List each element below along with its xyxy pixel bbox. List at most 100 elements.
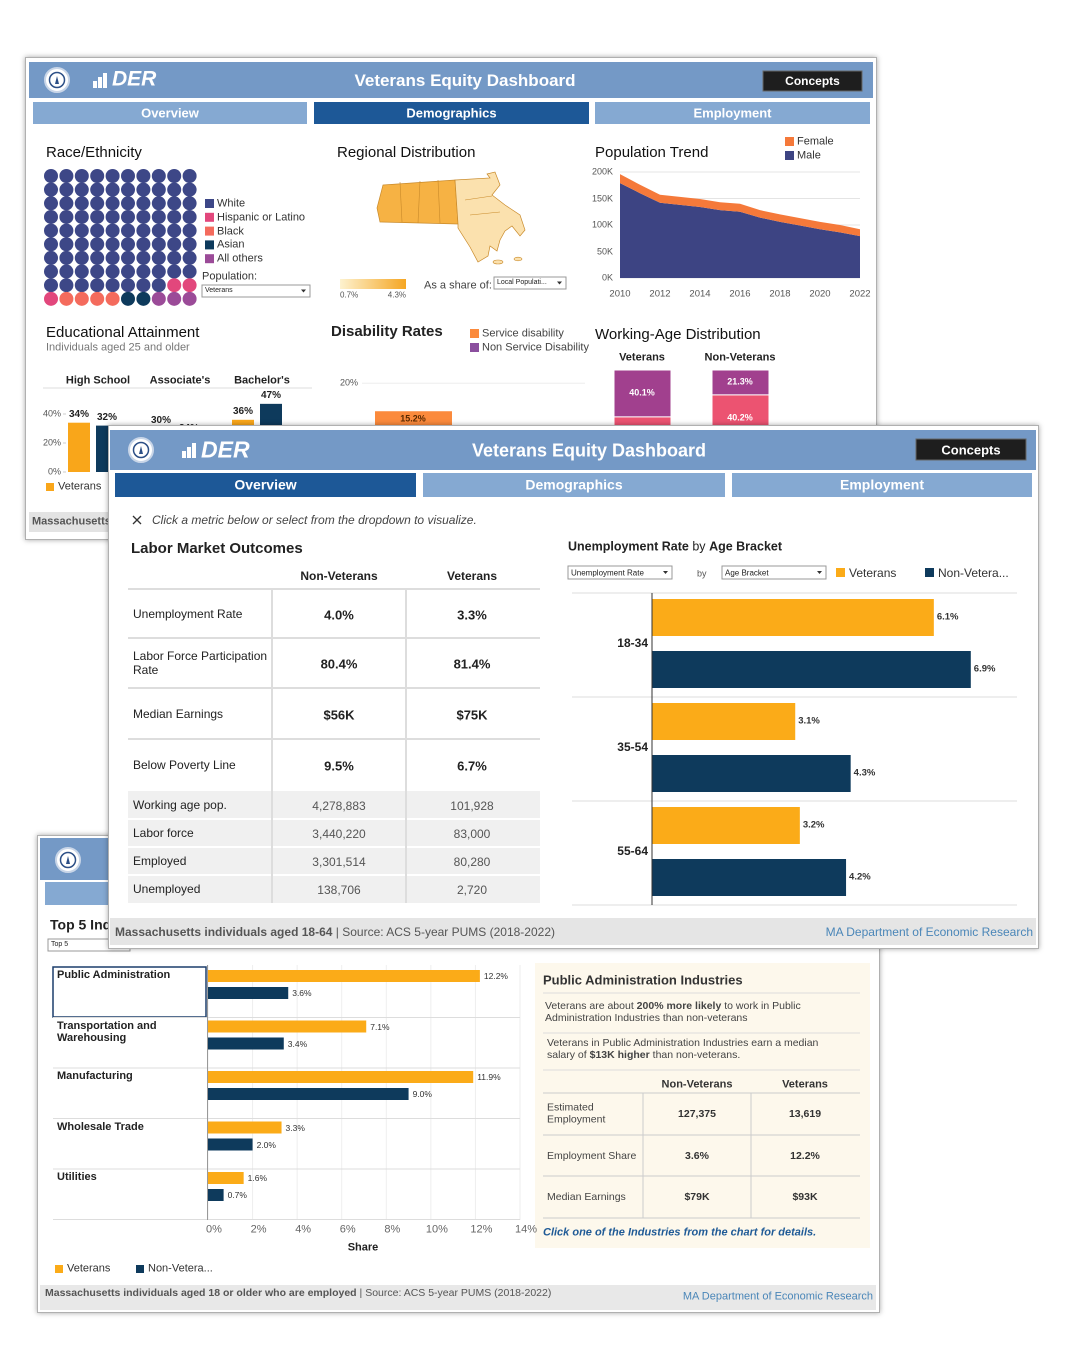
waffle-dot xyxy=(151,237,166,252)
tab[interactable] xyxy=(33,102,307,124)
waffle-dot xyxy=(167,264,182,279)
waffle-dot xyxy=(90,169,105,183)
bar[interactable] xyxy=(652,859,847,896)
value-label: 40.2% xyxy=(727,413,753,424)
seal-inner xyxy=(132,441,150,459)
dashboard-title: Veterans Equity Dashboard xyxy=(354,70,576,90)
dropdown-arrow xyxy=(817,571,822,574)
bar[interactable] xyxy=(208,1121,282,1134)
cell-value[interactable]: 4.0% xyxy=(324,606,354,622)
dropdown-value[interactable]: Local Populati... xyxy=(497,278,547,286)
row-label[interactable]: Employed xyxy=(133,853,187,868)
value-label: 6.9% xyxy=(973,663,996,675)
waffle-dot xyxy=(105,196,120,211)
concepts-button-label[interactable]: Concepts xyxy=(941,441,1001,457)
dropdown[interactable] xyxy=(721,565,827,580)
tab[interactable] xyxy=(732,473,1032,497)
category-label[interactable]: Public Administration xyxy=(57,969,171,981)
tab[interactable] xyxy=(595,102,870,124)
bar[interactable] xyxy=(208,1020,367,1033)
dropdown-value[interactable]: Veterans xyxy=(205,286,233,294)
tab-label[interactable]: Employment xyxy=(839,476,925,493)
row-label[interactable]: Labor force xyxy=(133,825,194,840)
value-label: 4.2% xyxy=(849,871,871,883)
logo: DER xyxy=(112,67,157,91)
column-header: Non-Veterans xyxy=(661,1078,733,1091)
cell-value: 83,000 xyxy=(453,826,491,841)
cell-value[interactable]: 3.3% xyxy=(457,606,487,622)
tab[interactable] xyxy=(115,473,416,497)
cell-value[interactable]: 9.5% xyxy=(324,757,354,773)
tab-label[interactable]: Employment xyxy=(693,105,772,121)
dropdown-value[interactable]: Unemployment Rate xyxy=(571,567,644,577)
dropdown[interactable] xyxy=(567,565,673,580)
row-label[interactable]: Unemployed xyxy=(133,881,201,896)
bar[interactable] xyxy=(208,1138,253,1151)
tab-label[interactable]: Demographics xyxy=(525,476,623,493)
text-run: Veterans in Public Administration Indust… xyxy=(547,1037,819,1062)
legend-swatch xyxy=(55,1265,63,1273)
category-label[interactable]: Utilities xyxy=(57,1171,97,1183)
cell-value[interactable]: $56K xyxy=(323,706,355,722)
bar[interactable] xyxy=(208,970,480,982)
bar[interactable] xyxy=(652,755,851,792)
dropdown[interactable] xyxy=(493,276,567,290)
bar[interactable] xyxy=(652,703,796,740)
row-label[interactable]: Labor Force Participation Rate xyxy=(133,648,268,677)
tab[interactable] xyxy=(423,473,725,497)
close-icon[interactable] xyxy=(132,515,142,525)
bar-segment xyxy=(613,369,672,418)
waffle-dot xyxy=(136,264,151,279)
footer-text: Massachusetts individuals aged 18 or old… xyxy=(45,1287,554,1299)
category-label[interactable]: Transportation and Warehousing xyxy=(57,1019,157,1045)
bar[interactable] xyxy=(208,1037,284,1050)
legend-swatch xyxy=(470,343,479,352)
dropdown-value[interactable]: Age Bracket xyxy=(725,567,769,577)
bar[interactable] xyxy=(208,1189,224,1201)
tab[interactable] xyxy=(314,102,589,124)
concepts-button-label[interactable]: Concepts xyxy=(785,73,840,88)
cell-value[interactable]: 81.4% xyxy=(453,656,491,672)
waffle-dot xyxy=(44,264,58,279)
value-label: 15.2% xyxy=(400,413,426,424)
waffle-dot xyxy=(105,182,120,197)
cell-value[interactable]: 6.7% xyxy=(457,757,487,773)
waffle-dot xyxy=(44,291,58,306)
chart-title: Unemployment Rate by Age Bracket xyxy=(568,540,786,555)
tab-label[interactable]: Demographics xyxy=(406,105,497,121)
bar[interactable] xyxy=(208,1071,474,1083)
category-label[interactable]: Wholesale Trade xyxy=(57,1120,144,1133)
category-label[interactable]: Manufacturing xyxy=(57,1070,133,1082)
bar[interactable] xyxy=(208,1088,409,1100)
row-label[interactable]: Working age pop. xyxy=(133,797,227,812)
legend-label: Black xyxy=(217,225,244,238)
bar[interactable] xyxy=(652,651,971,688)
tab-label[interactable]: Overview xyxy=(234,476,297,493)
bar[interactable] xyxy=(652,599,934,636)
column-header: Veterans xyxy=(446,568,498,583)
waffle-dot xyxy=(105,223,120,238)
bar[interactable] xyxy=(652,807,800,844)
dropdown[interactable] xyxy=(201,284,311,298)
cell-value[interactable]: $75K xyxy=(456,706,488,722)
cell-value[interactable]: 80.4% xyxy=(320,656,358,672)
label: As a share of: xyxy=(424,279,492,292)
concepts-button[interactable] xyxy=(762,70,863,92)
legend-label: Asian xyxy=(217,238,245,251)
row-label[interactable]: Median Earnings xyxy=(133,706,224,721)
text-run: Veterans are about xyxy=(545,1000,634,1012)
panel-graphics xyxy=(110,430,1036,945)
seal-inner xyxy=(48,71,66,89)
waffle-dot xyxy=(74,209,89,224)
concepts-button[interactable] xyxy=(915,438,1027,461)
footer-credit[interactable]: MA Department of Economic Research xyxy=(682,1290,873,1303)
row-label[interactable]: Unemployment Rate xyxy=(133,606,243,621)
bar[interactable] xyxy=(208,1172,244,1184)
bar[interactable] xyxy=(208,987,289,999)
waffle-dot xyxy=(167,250,182,265)
tab-label[interactable]: Overview xyxy=(141,105,199,121)
dropdown-value[interactable]: Top 5 xyxy=(51,940,69,948)
row-label[interactable]: Below Poverty Line xyxy=(133,757,236,772)
footer-credit[interactable]: MA Department of Economic Research xyxy=(825,924,1033,939)
